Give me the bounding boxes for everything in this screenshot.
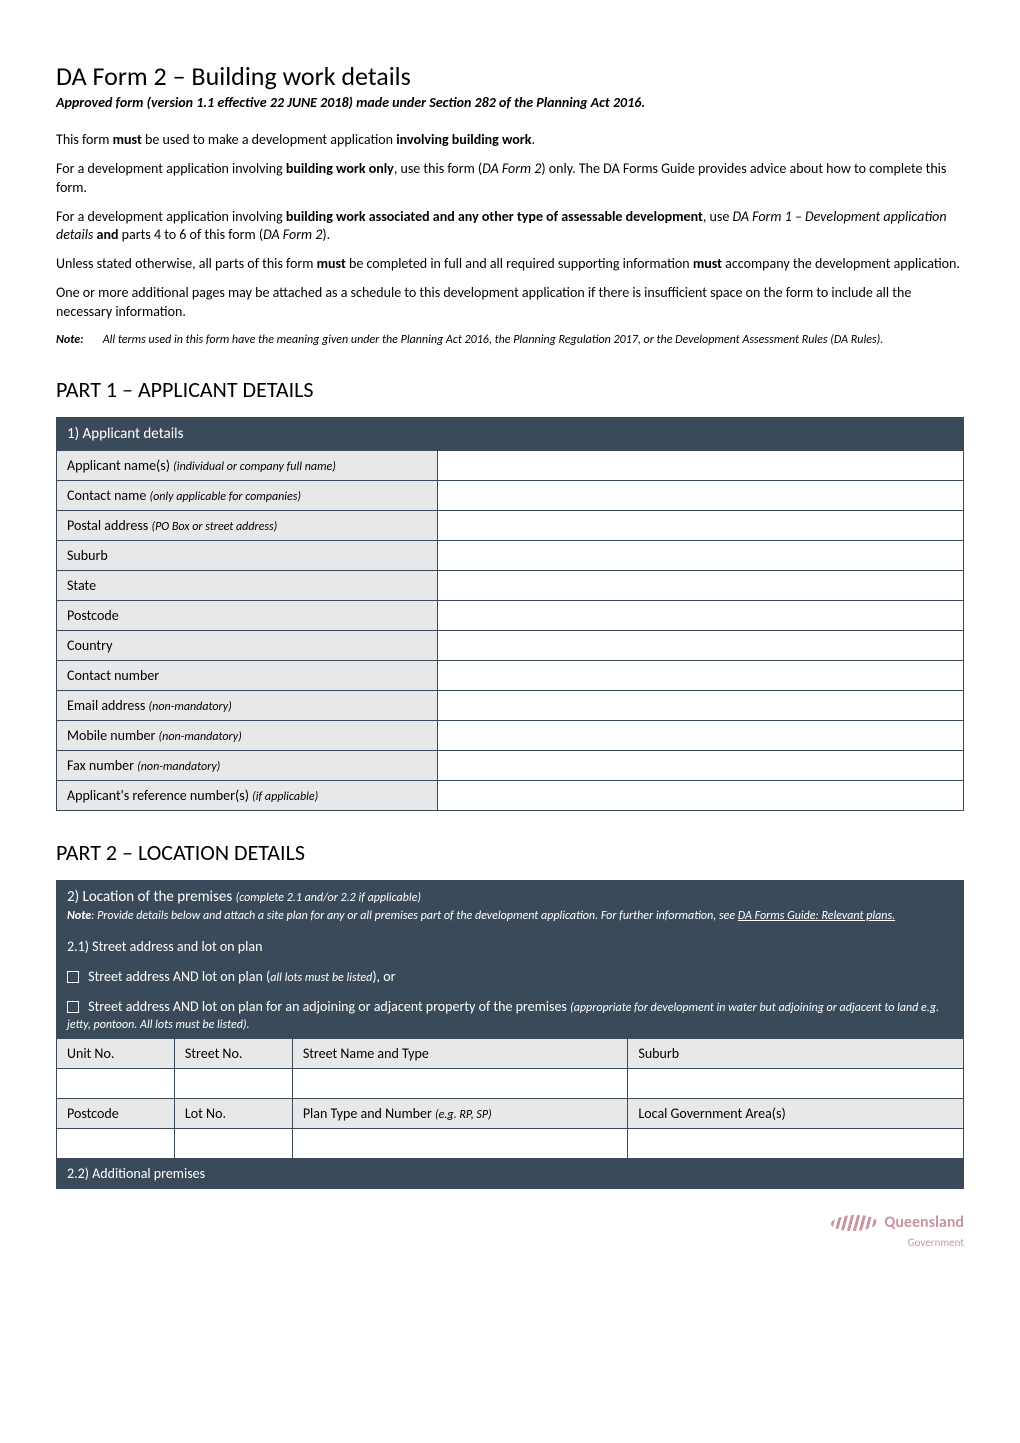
field-label: Applicant's reference number(s) (if appl… [57,781,438,811]
subsection-header: 2.2) Additional premises [57,1159,964,1189]
field-input[interactable] [437,661,963,691]
column-header: Unit No. [57,1039,175,1069]
field-input[interactable] [437,511,963,541]
field-label: Postal address (PO Box or street address… [57,511,438,541]
applicant-details-table: 1) Applicant details Applicant name(s) (… [56,417,964,811]
field-input[interactable] [437,481,963,511]
section-header: 2) Location of the premises (complete 2.… [57,881,964,932]
checkbox-icon[interactable] [67,971,79,983]
intro-paragraph: One or more additional pages may be atta… [56,284,964,322]
field-input[interactable] [437,571,963,601]
field-input[interactable] [57,1129,175,1159]
logo-swirl-icon [829,1215,879,1231]
column-header: Street Name and Type [292,1039,628,1069]
da-forms-guide-link[interactable]: DA Forms Guide: Relevant plans. [738,909,895,923]
field-input[interactable] [174,1069,292,1099]
field-label: Mobile number (non-mandatory) [57,721,438,751]
page-title: DA Form 2 – Building work details [56,60,964,92]
field-label: Country [57,631,438,661]
field-input[interactable] [628,1129,964,1159]
part2-heading: PART 2 – LOCATION DETAILS [56,839,964,866]
field-label: Applicant name(s) (individual or company… [57,451,438,481]
field-label: Postcode [57,601,438,631]
column-header: Suburb [628,1039,964,1069]
field-input[interactable] [628,1069,964,1099]
field-input[interactable] [437,601,963,631]
field-input[interactable] [437,781,963,811]
field-input[interactable] [292,1129,628,1159]
column-header: Postcode [57,1099,175,1129]
page-subtitle: Approved form (version 1.1 effective 22 … [56,94,964,113]
field-label: Contact name (only applicable for compan… [57,481,438,511]
field-input[interactable] [57,1069,175,1099]
intro-paragraph: For a development application involving … [56,160,964,198]
intro-paragraph: This form must be used to make a develop… [56,131,964,150]
field-label: Contact number [57,661,438,691]
checkbox-option: Street address AND lot on plan (all lots… [57,962,964,992]
field-input[interactable] [174,1129,292,1159]
intro-paragraph: Unless stated otherwise, all parts of th… [56,255,964,274]
column-header: Local Government Area(s) [628,1099,964,1129]
column-header: Plan Type and Number (e.g. RP, SP) [292,1099,628,1129]
field-input[interactable] [292,1069,628,1099]
field-label: State [57,571,438,601]
qld-gov-logo: Queensland Government [56,1213,964,1251]
intro-paragraph: For a development application involving … [56,208,964,246]
subsection-header: 2.1) Street address and lot on plan [57,932,964,962]
field-input[interactable] [437,721,963,751]
checkbox-icon[interactable] [67,1001,79,1013]
field-input[interactable] [437,631,963,661]
field-label: Suburb [57,541,438,571]
field-input[interactable] [437,751,963,781]
part1-heading: PART 1 – APPLICANT DETAILS [56,376,964,403]
form-note: Note: All terms used in this form have t… [56,332,964,348]
field-label: Fax number (non-mandatory) [57,751,438,781]
column-header: Street No. [174,1039,292,1069]
field-label: Email address (non-mandatory) [57,691,438,721]
checkbox-option: Street address AND lot on plan for an ad… [57,992,964,1039]
column-header: Lot No. [174,1099,292,1129]
location-details-table: 2) Location of the premises (complete 2.… [56,880,964,1189]
field-input[interactable] [437,451,963,481]
field-input[interactable] [437,541,963,571]
field-input[interactable] [437,691,963,721]
section-header: 1) Applicant details [57,418,964,451]
